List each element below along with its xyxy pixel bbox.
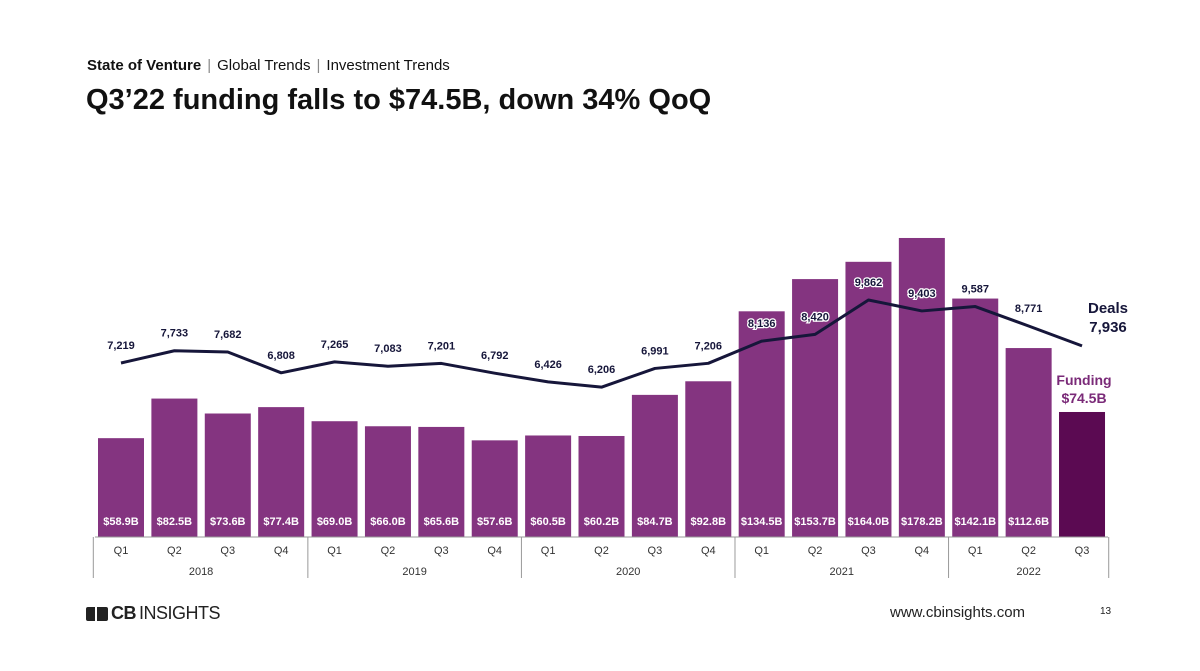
funding-label: $164.0B bbox=[848, 516, 890, 528]
funding-label: $77.4B bbox=[263, 516, 299, 528]
quarter-label: Q4 bbox=[701, 545, 716, 557]
deals-label: 6,206 bbox=[588, 364, 616, 376]
quarter-label: Q4 bbox=[487, 545, 502, 557]
deals-label: 8,420 bbox=[801, 311, 829, 323]
funding-bar bbox=[898, 237, 945, 537]
funding-label: $58.9B bbox=[103, 516, 139, 528]
funding-label: $82.5B bbox=[157, 516, 193, 528]
page-title: Q3’22 funding falls to $74.5B, down 34% … bbox=[86, 84, 712, 116]
logo-mark-icon bbox=[86, 606, 108, 621]
funding-label: $134.5B bbox=[741, 516, 783, 528]
deals-label: 7,682 bbox=[214, 329, 242, 341]
funding-bar bbox=[311, 421, 358, 537]
funding-bar bbox=[418, 426, 465, 537]
deals-line bbox=[120, 298, 1083, 389]
funding-label: $142.1B bbox=[954, 516, 996, 528]
quarter-label: Q1 bbox=[968, 545, 983, 557]
funding-label: $153.7B bbox=[794, 516, 836, 528]
funding-bar bbox=[631, 394, 678, 537]
funding-bar bbox=[151, 398, 198, 537]
quarter-label: Q2 bbox=[1021, 545, 1036, 557]
year-label: 2018 bbox=[189, 566, 213, 578]
deals-label: 7,083 bbox=[374, 343, 402, 355]
quarter-label: Q3 bbox=[220, 545, 235, 557]
quarter-label: Q2 bbox=[594, 545, 609, 557]
deals-label: 7,219 bbox=[107, 340, 135, 352]
funding-bar bbox=[685, 381, 732, 537]
funding-bar bbox=[1005, 348, 1052, 537]
funding-bar bbox=[792, 279, 839, 537]
quarter-label: Q3 bbox=[648, 545, 663, 557]
funding-bar bbox=[952, 298, 999, 537]
deals-annotation-value: 7,936 bbox=[1089, 319, 1127, 336]
funding-label: $84.7B bbox=[637, 516, 673, 528]
quarter-label: Q3 bbox=[1075, 545, 1090, 557]
funding-label: $69.0B bbox=[317, 516, 353, 528]
funding-label: $178.2B bbox=[901, 516, 943, 528]
deals-label: 9,403 bbox=[908, 288, 936, 300]
quarter-label: Q4 bbox=[274, 545, 289, 557]
funding-label: $60.2B bbox=[584, 516, 620, 528]
funding-bar bbox=[845, 261, 892, 537]
funding-bar bbox=[471, 440, 518, 537]
quarter-label: Q1 bbox=[327, 545, 342, 557]
deals-label: 6,991 bbox=[641, 345, 669, 357]
quarter-label: Q4 bbox=[915, 545, 930, 557]
deals-label: 6,792 bbox=[481, 350, 509, 362]
page-number: 13 bbox=[1100, 606, 1112, 617]
deals-annotation-title: Deals bbox=[1088, 300, 1128, 317]
breadcrumb-state-of-venture: State of Venture bbox=[87, 57, 202, 74]
quarter-label: Q2 bbox=[167, 545, 182, 557]
breadcrumb-separator: | bbox=[207, 57, 212, 74]
funding-bar bbox=[258, 407, 305, 537]
year-label: 2021 bbox=[830, 566, 854, 578]
deals-label: 6,426 bbox=[534, 359, 562, 371]
funding-label: $57.6B bbox=[477, 516, 513, 528]
funding-label: $66.0B bbox=[370, 516, 406, 528]
funding-label: $73.6B bbox=[210, 516, 246, 528]
funding-bar bbox=[1059, 411, 1106, 537]
quarter-label: Q1 bbox=[541, 545, 556, 557]
funding-bar bbox=[98, 438, 144, 537]
funding-annotation-value: $74.5B bbox=[1061, 390, 1106, 406]
funding-bar bbox=[364, 426, 411, 537]
funding-label: $112.6B bbox=[1008, 516, 1049, 528]
deals-label: 7,201 bbox=[428, 340, 456, 352]
breadcrumb: State of Venture | Global Trends | Investmen… bbox=[87, 57, 450, 74]
funding-bar bbox=[204, 413, 251, 537]
quarter-label: Q2 bbox=[808, 545, 823, 557]
breadcrumb-global-trends: Global Trends bbox=[217, 57, 311, 74]
deals-label: 7,265 bbox=[321, 339, 349, 351]
year-label: 2019 bbox=[402, 566, 426, 578]
year-label: 2020 bbox=[616, 566, 640, 578]
deals-label: 7,733 bbox=[161, 328, 189, 340]
funding-label: $92.8B bbox=[691, 516, 727, 528]
breadcrumb-investment-trends: Investment Trends bbox=[326, 57, 450, 74]
quarter-label: Q3 bbox=[861, 545, 876, 557]
funding-bar bbox=[738, 311, 785, 537]
breadcrumb-separator: | bbox=[316, 57, 321, 74]
funding-bar bbox=[525, 435, 572, 537]
funding-annotation-title: Funding bbox=[1056, 372, 1111, 388]
funding-label: $60.5B bbox=[530, 516, 566, 528]
deals-label: 9,862 bbox=[855, 277, 883, 289]
quarter-label: Q3 bbox=[434, 545, 449, 557]
quarter-label: Q1 bbox=[754, 545, 769, 557]
deals-label: 8,771 bbox=[1015, 303, 1043, 315]
website-url: www.cbinsights.com bbox=[890, 604, 1026, 621]
deals-label: 9,587 bbox=[961, 284, 989, 296]
deals-label: 6,808 bbox=[267, 350, 295, 362]
deals-label: 7,206 bbox=[695, 340, 723, 352]
funding-label: $65.6B bbox=[424, 516, 460, 528]
quarter-label: Q1 bbox=[114, 545, 129, 557]
quarter-label: Q2 bbox=[381, 545, 396, 557]
year-label: 2022 bbox=[1016, 566, 1040, 578]
funding-bar bbox=[578, 435, 625, 537]
cb-insights-logo: CB INSIGHTS bbox=[86, 603, 221, 624]
deals-label: 8,136 bbox=[748, 318, 776, 330]
